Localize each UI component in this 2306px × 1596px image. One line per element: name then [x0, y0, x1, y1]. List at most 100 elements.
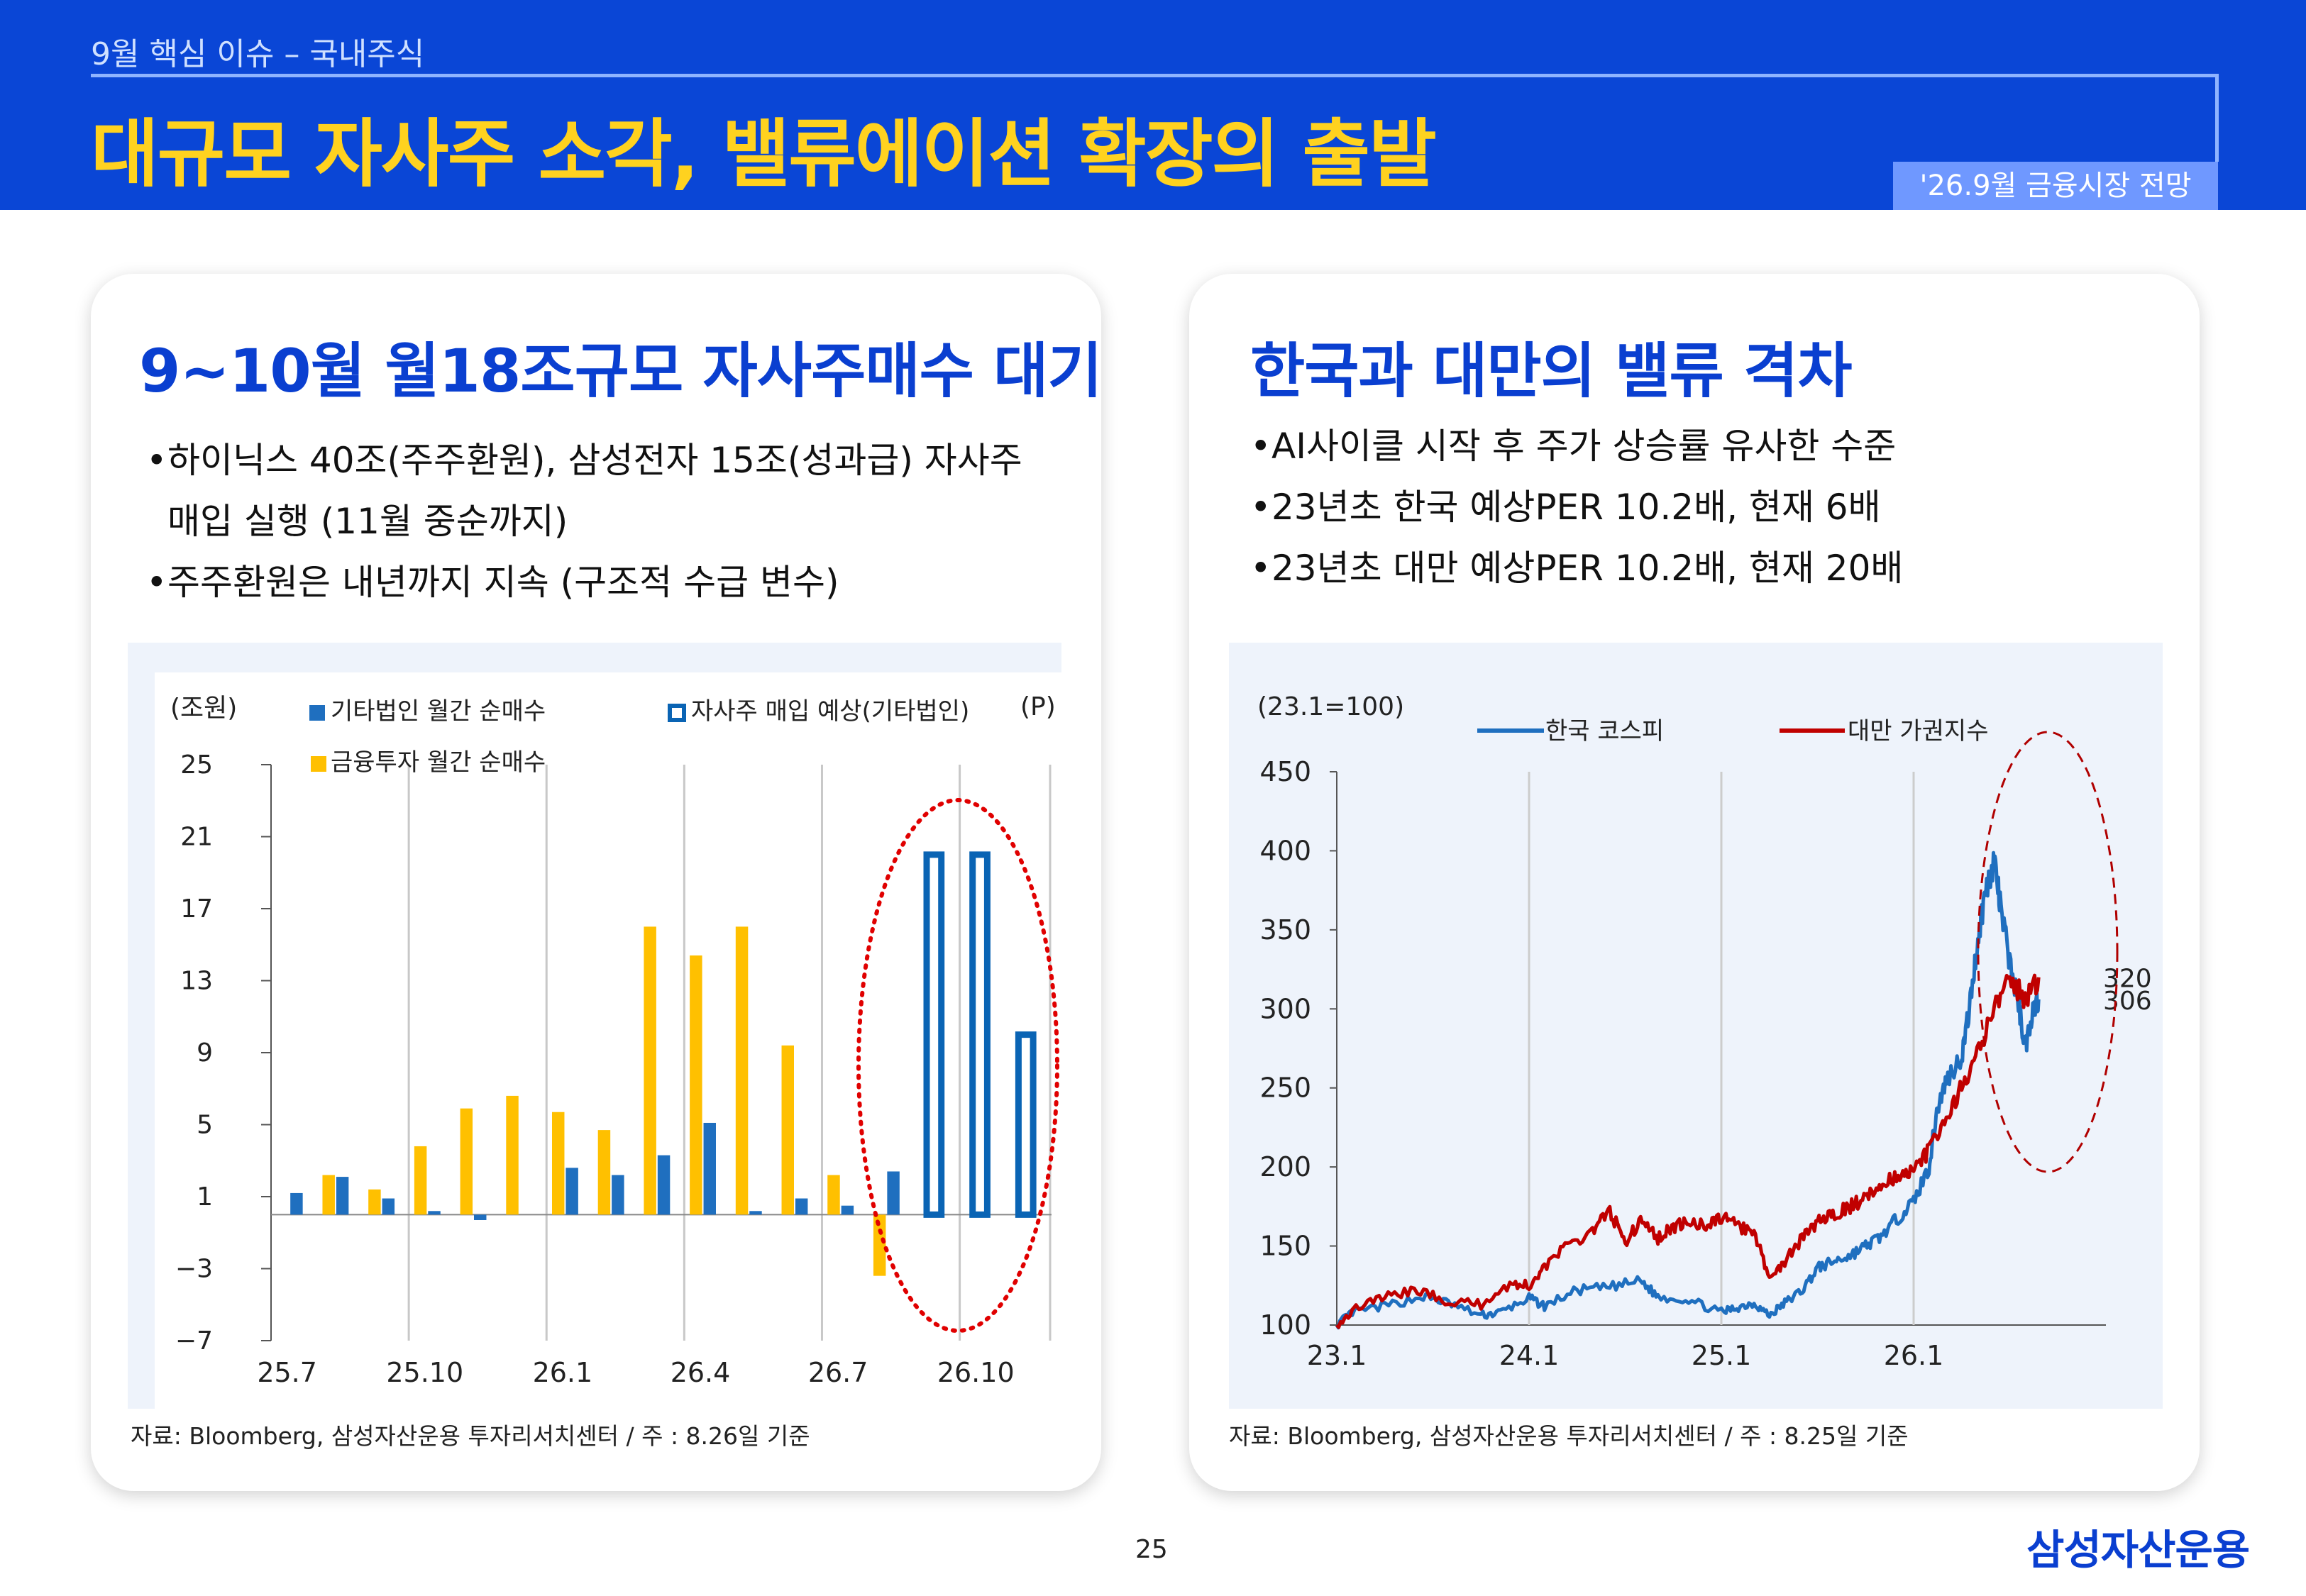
legend-label-taiex: 대만 가권지수	[1848, 717, 1989, 746]
y-tick-label: 300	[1259, 993, 1311, 1024]
other-corporate-bar	[887, 1171, 900, 1215]
left-source-note: 자료: Bloomberg, 삼성자산운용 투자리서치센터 / 주 : 8.26…	[131, 1422, 810, 1450]
other-corporate-bar	[290, 1192, 303, 1215]
right-bullet-list: AI사이클 시작 후 주가 상승률 유사한 수준 23년초 한국 예상PER 1…	[1250, 416, 2173, 599]
x-tick-label: 26.1	[533, 1357, 593, 1388]
financial-investment-bar	[460, 1108, 473, 1215]
left-card: 9~10월 월18조규모 자사주매수 대기 하이닉스 40조(주주환원), 삼성…	[91, 274, 1103, 1491]
right-card: 한국과 대만의 밸류 격차 AI사이클 시작 후 주가 상승률 유사한 수준 2…	[1189, 274, 2200, 1491]
x-tick-label: 26.7	[808, 1357, 868, 1388]
legend-swatch-other-corporate	[309, 705, 325, 721]
y-tick-label: 350	[1259, 914, 1311, 946]
buyback-bar-chart-svg: 25 21 17 13 9 5 1 −3 −7 25.7 25.10 26.1 26.4 26.7 26.1…	[155, 672, 1061, 1409]
y-tick-label: 5	[197, 1111, 213, 1140]
financial-investment-bar	[506, 1095, 519, 1215]
projection-label: (P)	[1020, 692, 1056, 721]
end-label-kospi: 306	[2103, 987, 2152, 1016]
other-corporate-bar	[336, 1177, 349, 1215]
y-tick-label: 200	[1259, 1151, 1311, 1182]
buyback-bar-chart: 25 21 17 13 9 5 1 −3 −7 25.7 25.10 26.1 26.4 26.7 26.1…	[128, 643, 1061, 1409]
y-tick-label: 17	[180, 894, 213, 924]
left-bullet-2: 주주환원은 내년까지 지속 (구조적 수급 변수)	[146, 552, 1069, 613]
financial-investment-bar	[644, 926, 656, 1215]
header-divider	[91, 74, 2218, 77]
series-line-taiex	[1335, 973, 2041, 1329]
company-logo: 삼성자산운용	[2026, 1526, 2250, 1574]
right-bullet-3: 23년초 대만 예상PER 10.2배, 현재 20배	[1250, 538, 2173, 599]
x-tick-label: 25.1	[1692, 1340, 1752, 1371]
financial-investment-bar	[690, 955, 702, 1215]
valuation-line-chart: 450 400 350 300 250 200 150 100 23.1 24.1 25.1 26.1…	[1229, 643, 2163, 1409]
financial-investment-bar	[781, 1045, 794, 1215]
left-bullet-2-line1: 주주환원은 내년까지 지속 (구조적 수급 변수)	[167, 562, 839, 603]
left-bullet-1: 하이닉스 40조(주주환원), 삼성전자 15조(성과급) 자사주 매입 실행 …	[146, 430, 1069, 552]
y-tick-label: 400	[1259, 835, 1311, 866]
end-label-taiex: 320	[2103, 965, 2152, 994]
y-tick-label: 100	[1259, 1309, 1311, 1341]
financial-investment-bar	[368, 1189, 381, 1215]
left-bullet-1-line1: 하이닉스 40조(주주환원), 삼성전자 15조(성과급) 자사주	[167, 440, 1022, 481]
other-corporate-bar	[749, 1211, 762, 1215]
y-tick-label: 150	[1259, 1231, 1311, 1262]
x-tick-label: 25.10	[386, 1357, 463, 1388]
other-corporate-bar	[657, 1155, 671, 1215]
legend-swatch-financial-investment	[311, 756, 326, 772]
other-corporate-bar	[795, 1198, 808, 1215]
y-tick-label: 21	[180, 823, 213, 852]
x-tick-label: 26.4	[671, 1357, 731, 1388]
unit-label: (23.1=100)	[1257, 692, 1404, 721]
legend-label-kospi: 한국 코스피	[1545, 717, 1664, 746]
left-card-heading: 9~10월 월18조규모 자사주매수 대기	[139, 336, 1103, 406]
y-tick-label: −3	[175, 1255, 213, 1284]
left-bullet-1-line2: 매입 실행 (11월 중순까지)	[167, 501, 568, 542]
unit-label: (조원)	[170, 694, 237, 723]
projected-buyback-bar	[1015, 1031, 1037, 1218]
projected-buyback-bar	[969, 851, 991, 1218]
header-bar: 9월 핵심 이슈 – 국내주식 대규모 자사주 소각, 밸류에이션 확장의 출발…	[0, 0, 2306, 210]
y-tick-label: 450	[1259, 756, 1311, 787]
x-tick-label: 26.10	[937, 1357, 1015, 1388]
right-bullet-1: AI사이클 시작 후 주가 상승률 유사한 수준	[1250, 416, 2173, 477]
page-title: 대규모 자사주 소각, 밸류에이션 확장의 출발	[91, 111, 1437, 197]
financial-investment-bar	[735, 926, 749, 1215]
highlight-ellipse	[856, 798, 1059, 1333]
financial-investment-bar	[873, 1214, 886, 1276]
series-line-kospi	[1335, 850, 2041, 1330]
other-corporate-bar	[474, 1214, 487, 1220]
y-tick-label: 1	[197, 1182, 213, 1212]
other-corporate-bar	[703, 1122, 716, 1215]
x-tick-label: 24.1	[1499, 1340, 1560, 1371]
financial-investment-bar	[552, 1112, 565, 1215]
left-bullet-list: 하이닉스 40조(주주환원), 삼성전자 15조(성과급) 자사주 매입 실행 …	[146, 430, 1069, 613]
y-tick-label: 250	[1259, 1073, 1311, 1104]
page-number: 25	[1135, 1535, 1168, 1564]
y-tick-label: −7	[175, 1326, 213, 1356]
report-badge: '26.9월 금융시장 전망	[1893, 162, 2218, 210]
projected-buyback-bar	[923, 851, 945, 1218]
breadcrumb: 9월 핵심 이슈 – 국내주식	[91, 36, 425, 72]
other-corporate-bar	[382, 1198, 395, 1215]
header-divider-vertical	[2215, 74, 2219, 162]
right-source-note: 자료: Bloomberg, 삼성자산운용 투자리서치센터 / 주 : 8.25…	[1229, 1422, 1909, 1450]
highlight-ellipse	[1977, 731, 2119, 1173]
financial-investment-bar	[827, 1175, 840, 1215]
x-tick-label: 26.1	[1884, 1340, 1944, 1371]
financial-investment-bar	[414, 1146, 427, 1215]
financial-investment-bar	[597, 1130, 611, 1215]
y-tick-label: 25	[180, 750, 213, 780]
other-corporate-bar	[428, 1211, 441, 1215]
legend-label-projected-buyback: 자사주 매입 예상(기타법인)	[691, 697, 969, 726]
other-corporate-bar	[612, 1175, 624, 1215]
legend-swatch-projected-buyback	[668, 704, 686, 722]
x-tick-label: 25.7	[257, 1357, 317, 1388]
right-card-heading: 한국과 대만의 밸류 격차	[1250, 336, 1853, 406]
other-corporate-bar	[566, 1168, 578, 1215]
right-bullet-2: 23년초 한국 예상PER 10.2배, 현재 6배	[1250, 477, 2173, 538]
legend-label-financial-investment: 금융투자 월간 순매수	[331, 748, 546, 777]
financial-investment-bar	[322, 1175, 335, 1215]
legend-label-other-corporate: 기타법인 월간 순매수	[331, 697, 546, 726]
x-tick-label: 23.1	[1307, 1340, 1367, 1371]
other-corporate-bar	[841, 1205, 854, 1215]
plot-background	[155, 672, 1061, 1409]
